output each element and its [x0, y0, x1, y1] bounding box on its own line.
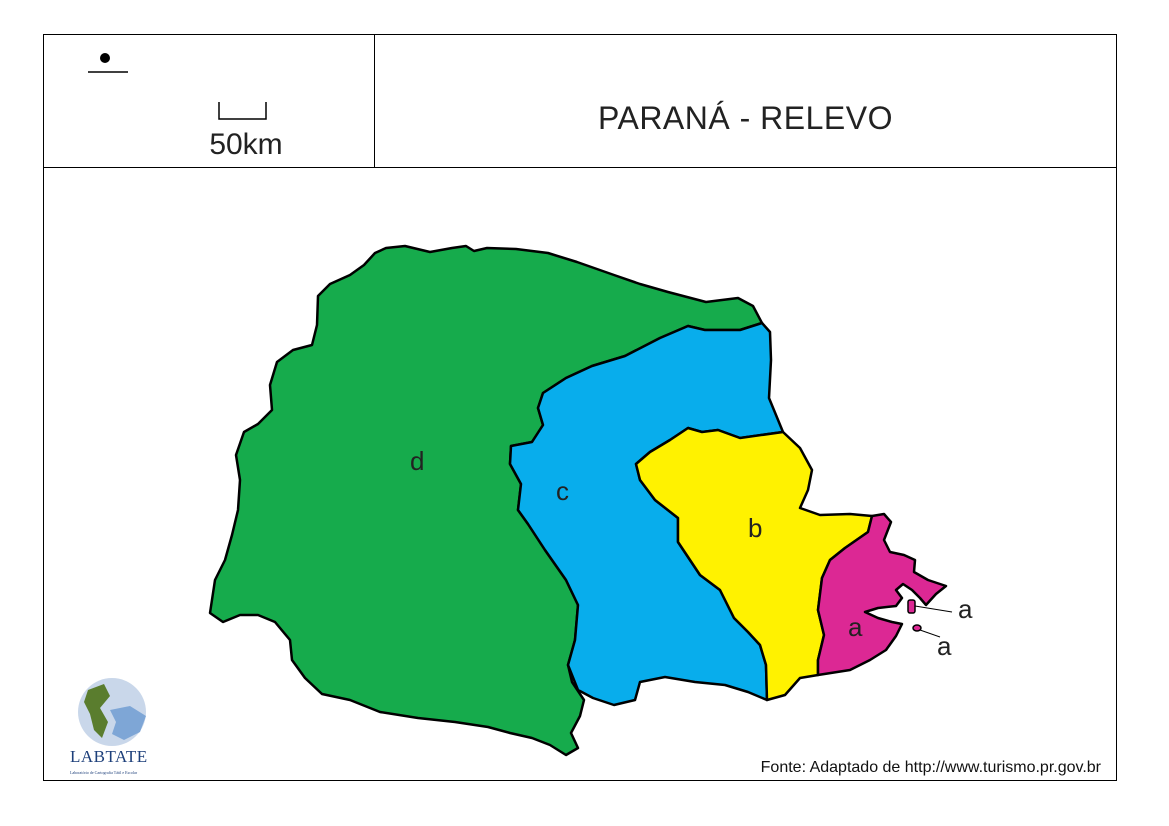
scale-label: 50km — [209, 128, 283, 161]
region-a — [816, 512, 948, 677]
leader-line-1 — [914, 605, 953, 613]
island-1 — [907, 599, 916, 614]
region-a-label: a — [848, 612, 863, 642]
region-d-label: d — [410, 446, 424, 476]
source-credit: Fonte: Adaptado de http://www.turismo.pr… — [760, 759, 1101, 776]
leader-line-2 — [919, 629, 941, 638]
map-frame — [43, 34, 1117, 781]
north-symbol — [88, 53, 128, 73]
logo-subtitle: Laboratório de Cartografia Tátil e Escol… — [70, 770, 138, 775]
region-c-label: c — [556, 476, 569, 506]
header-divider — [43, 167, 1117, 168]
scale-bar — [218, 102, 267, 120]
header-column-divider — [374, 34, 375, 167]
region-d — [208, 244, 764, 757]
logo-name: LABTATE — [70, 747, 148, 766]
island-label-1: a — [958, 594, 973, 624]
labtate-logo-icon — [78, 678, 146, 746]
island-label-2: a — [937, 631, 952, 661]
region-b — [634, 426, 874, 702]
map-title: PARANÁ - RELEVO — [598, 100, 893, 136]
region-b-label: b — [748, 513, 762, 543]
island-2 — [912, 624, 922, 632]
